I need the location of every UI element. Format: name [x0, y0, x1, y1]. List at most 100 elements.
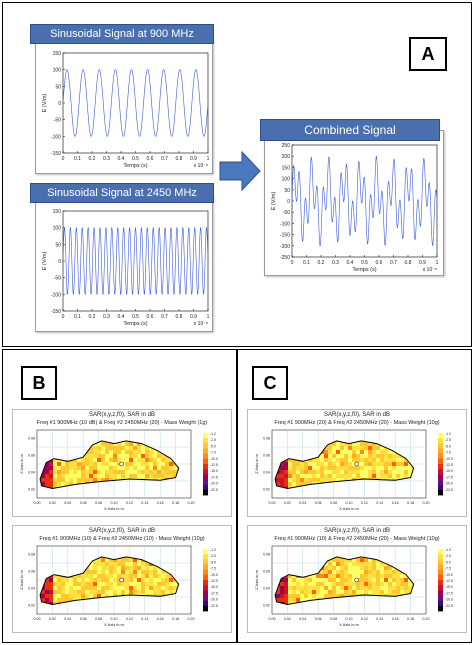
sar-cell	[137, 474, 141, 478]
sar-cell	[85, 594, 89, 598]
sar-cell	[45, 482, 49, 486]
y-tick-label: -100	[280, 221, 290, 227]
sar-cell	[157, 454, 161, 458]
sar-cell	[312, 474, 316, 478]
sar-cell	[400, 590, 404, 594]
sar-cell	[125, 454, 129, 458]
sar-cell	[61, 474, 65, 478]
sar-cell	[81, 462, 85, 466]
sar-cell	[129, 570, 133, 574]
sar-cell	[129, 562, 133, 566]
body-outline	[39, 556, 180, 606]
sar-cell	[344, 450, 348, 454]
sar-cell	[356, 454, 360, 458]
sar-cell	[141, 466, 145, 470]
x-tick-label: 0.16	[392, 617, 399, 621]
sar-cell	[69, 466, 73, 470]
sar-cell	[117, 458, 121, 462]
sar-cell	[89, 566, 93, 570]
sar-cell	[73, 458, 77, 462]
sar-cell	[73, 574, 77, 578]
sar-cell	[105, 470, 109, 474]
sar-cell	[77, 462, 81, 466]
sar-cell	[57, 586, 61, 590]
sar-cell	[101, 574, 105, 578]
x-tick-label: 0.06	[315, 501, 322, 505]
sar-cell	[157, 458, 161, 462]
sar-cell	[284, 578, 288, 582]
colorbar-segment	[203, 605, 208, 612]
sar-cell	[300, 470, 304, 474]
sar-cell	[328, 454, 332, 458]
sar-cell	[133, 454, 137, 458]
sar-cell	[288, 474, 292, 478]
sar-cell	[113, 582, 117, 586]
sar-cell	[360, 442, 364, 446]
sar-cell	[149, 574, 153, 578]
sar-cell	[344, 566, 348, 570]
sar-cell	[288, 482, 292, 486]
x-tick-label: 0.20	[423, 617, 430, 621]
sar-cell	[133, 558, 137, 562]
sar-cell	[320, 470, 324, 474]
sar-cell	[133, 566, 137, 570]
sar-cell	[149, 582, 153, 586]
sar-cell	[364, 462, 368, 466]
y-axis-label: E (V/m)	[42, 252, 48, 271]
sar-cell	[356, 458, 360, 462]
sar-cell	[316, 586, 320, 590]
sar-cell	[61, 594, 65, 598]
sar-cell	[53, 458, 57, 462]
sar-cell	[388, 590, 392, 594]
sar-cell	[368, 474, 372, 478]
sar-cell	[105, 478, 109, 482]
sar-cell	[105, 566, 109, 570]
y-tick-label: 0.02	[28, 488, 35, 492]
colorbar-segment	[438, 438, 443, 444]
x-tick-label: 0.1	[74, 156, 81, 162]
sar-cell	[61, 590, 65, 594]
sar-cell	[364, 558, 368, 562]
colorbar-tick-label: -7.5	[445, 567, 451, 571]
sar-cell	[97, 446, 101, 450]
sar-cell	[308, 586, 312, 590]
x-tick-label: 0.18	[407, 617, 414, 621]
sar-cell	[280, 470, 284, 474]
sar-cell	[77, 466, 81, 470]
sar-cell	[400, 458, 404, 462]
colorbar-segment	[203, 448, 208, 455]
sar-cell	[376, 562, 380, 566]
sar-cell	[404, 462, 408, 466]
sar-cell	[45, 578, 49, 582]
sar-cell	[97, 442, 101, 446]
sar-cell	[304, 582, 308, 586]
sar-cell	[173, 470, 177, 474]
sar-cell	[364, 446, 368, 450]
sar-cell	[153, 466, 157, 470]
sar-cell	[372, 582, 376, 586]
sar-cell	[93, 454, 97, 458]
colorbar-segment	[203, 569, 208, 576]
sar-cell	[141, 566, 145, 570]
sar-cell	[344, 474, 348, 478]
x-tick-label: 0.14	[376, 617, 383, 621]
y-tick-label: -100	[51, 134, 61, 140]
sar-cell	[133, 458, 137, 462]
sar-cell	[89, 458, 93, 462]
sar-cell	[93, 462, 97, 466]
x-tick-label: 0.4	[118, 156, 125, 162]
sar-cell	[312, 470, 316, 474]
sar-cell	[89, 586, 93, 590]
sar-cell	[348, 462, 352, 466]
sar-cell	[376, 578, 380, 582]
x-tick-label: 0.16	[392, 501, 399, 505]
colorbar-segment	[438, 453, 443, 460]
x-tick-label: 0.8	[405, 260, 412, 266]
sar-cell	[328, 582, 332, 586]
y-tick-label: 0.08	[28, 437, 35, 441]
sar-cell	[316, 474, 320, 478]
x-tick-label: 0.04	[299, 501, 306, 505]
sar-cell	[125, 470, 129, 474]
sar-cell	[109, 578, 113, 582]
sar-cell	[169, 470, 173, 474]
